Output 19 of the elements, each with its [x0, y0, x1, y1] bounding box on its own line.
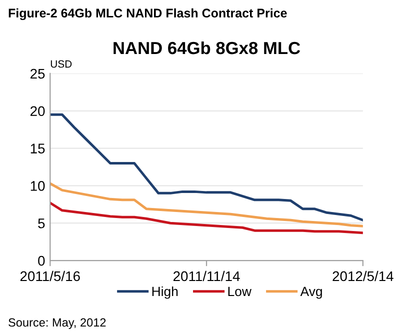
legend-label: Avg	[300, 286, 322, 299]
y-tick-label: 15	[30, 144, 45, 154]
source-note: Source: May, 2012	[8, 318, 106, 329]
x-tick-label: 2012/5/14	[332, 270, 394, 282]
chart-title: NAND 64Gb 8Gx8 MLC	[114, 41, 300, 54]
y-axis-title: USD	[50, 60, 72, 68]
chart-subtitle: Figure-2 64Gb MLC NAND Flash Contract Price	[8, 8, 287, 20]
y-tick-label: 25	[30, 68, 45, 79]
line-series	[50, 113, 363, 222]
y-tick-label: 5	[38, 218, 45, 228]
y-tick-label: 20	[30, 106, 45, 116]
y-tick-label: 10	[30, 181, 45, 191]
x-tick-label: 2011/11/14	[173, 270, 240, 282]
line-series	[50, 182, 363, 228]
line-series	[50, 202, 363, 234]
legend-label: High	[152, 286, 178, 299]
x-tick-label: 2011/5/16	[20, 270, 80, 282]
legend-label: Low	[228, 286, 252, 296]
y-tick-label: 0	[38, 256, 45, 266]
